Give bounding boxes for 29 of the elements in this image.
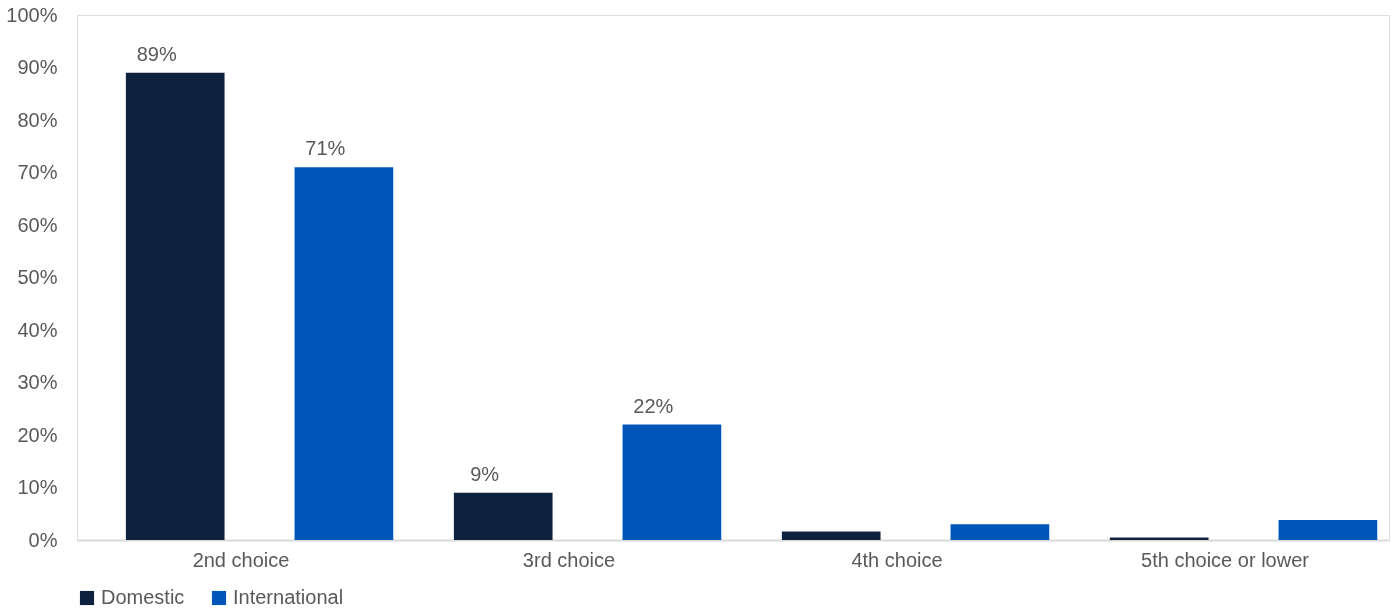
bar [125,72,225,540]
bar [950,524,1050,540]
y-tick-label: 100% [6,3,58,26]
y-tick-label: 50% [17,266,58,288]
data-label: 9% [470,462,500,485]
y-tick-label: 60% [17,213,58,236]
y-tick-label: 80% [17,108,58,131]
y-tick-label: 0% [28,528,58,551]
y-tick-label: 40% [17,318,58,341]
y-tick-label: 90% [17,56,58,78]
x-tick-label: 4th choice [851,548,943,571]
bar [1278,520,1378,540]
data-label: 22% [633,394,674,417]
bar [622,424,722,540]
y-tick-label: 70% [17,161,58,183]
bar [453,492,553,540]
x-tick-label: 2nd choice [192,548,290,571]
y-tick-label: 30% [17,371,58,393]
y-tick-label: 10% [17,476,58,498]
legend-label: International [233,586,344,608]
bar [781,531,881,540]
x-tick-label: 3rd choice [522,548,616,571]
x-tick-label: 5th choice or lower [1141,548,1310,571]
data-label: 71% [305,137,346,160]
bar [1109,537,1209,540]
legend-label: Domestic [101,586,185,608]
bar [294,167,394,540]
y-tick-label: 20% [17,423,58,446]
data-label: 89% [136,42,177,65]
